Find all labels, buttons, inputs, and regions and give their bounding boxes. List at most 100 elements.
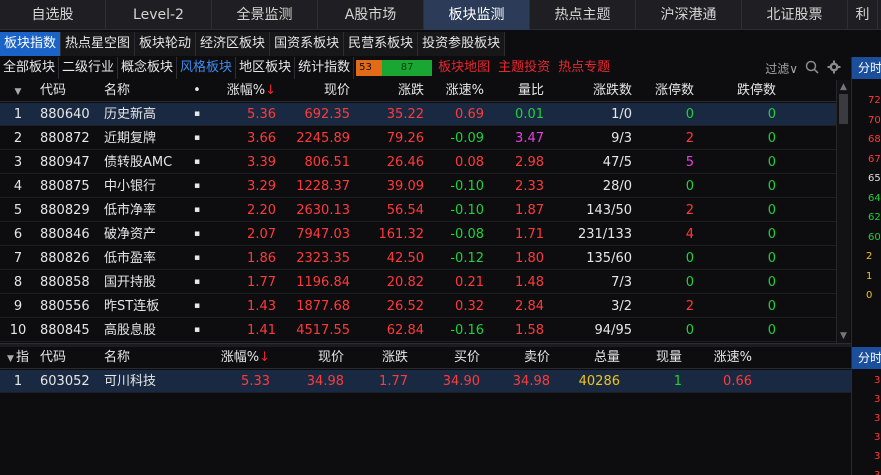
- upper-cell-1: 880556: [40, 299, 90, 314]
- lower-cell-5: 1.77: [379, 374, 408, 389]
- lower-header-7[interactable]: 卖价: [484, 347, 554, 368]
- upper-cell-8: 0.01: [515, 107, 544, 122]
- upper-cell-2: 昨ST连板: [104, 299, 160, 314]
- red-link-1[interactable]: 主题投资: [498, 60, 551, 75]
- scroll-thumb[interactable]: [839, 94, 848, 124]
- upper-cell-8: 1.87: [515, 203, 544, 218]
- filter-5[interactable]: 统计指数: [295, 57, 355, 79]
- upper-cell-9: 7/3: [611, 275, 632, 290]
- lower-header-9[interactable]: 现量: [624, 347, 686, 368]
- top-tab-1[interactable]: Level-2: [106, 0, 212, 30]
- table-row[interactable]: 7 880826 低市盈率 ▪ 1.86 2323.35 42.50 -0.12 1.80 135…: [0, 247, 836, 270]
- upper-scrollbar[interactable]: ▲ ▼: [836, 80, 850, 343]
- sub-tab-6[interactable]: 投资参股板块: [418, 32, 506, 56]
- filter-0[interactable]: 全部板块: [0, 57, 60, 79]
- top-tab-3[interactable]: A股市场: [318, 0, 424, 30]
- red-link-0[interactable]: 板块地图: [438, 60, 491, 75]
- upper-cell-7: -0.10: [450, 179, 484, 194]
- lower-header-5[interactable]: 涨跌: [348, 347, 412, 368]
- lower-header-8[interactable]: 总量: [554, 347, 624, 368]
- search-icon[interactable]: [804, 60, 820, 76]
- sub-tab-2[interactable]: 板块轮动: [135, 32, 197, 56]
- table-row[interactable]: 3 880947 债转股AMC ▪ 3.39 806.51 26.46 0.08 2.98 47/…: [0, 151, 836, 174]
- top-tab-4[interactable]: 板块监测: [424, 0, 530, 30]
- upper-header-3[interactable]: •: [190, 80, 204, 101]
- table-row[interactable]: 8 880858 国开持股 ▪ 1.77 1196.84 20.82 0.21 1.48 7/3 0…: [0, 271, 836, 294]
- upper-cell-6: 20.82: [386, 275, 424, 290]
- table-row[interactable]: 9 880556 昨ST连板 ▪ 1.43 1877.68 26.52 0.32 2.84 3/2…: [0, 295, 836, 318]
- sort-toggle-icon[interactable]: ▼: [7, 354, 14, 364]
- sort-desc-icon: ↓: [259, 350, 270, 365]
- filter-3[interactable]: 风格板块: [177, 57, 237, 79]
- upper-cell-0: 8: [13, 275, 23, 290]
- filter-4[interactable]: 地区板块: [236, 57, 296, 79]
- table-row[interactable]: 2 880872 近期复牌 ▪ 3.66 2245.89 79.26 -0.09 3.47 9/3…: [0, 127, 836, 150]
- upper-header-2[interactable]: 名称: [100, 80, 190, 101]
- top-tab-7[interactable]: 北证股票: [742, 0, 848, 30]
- table-row[interactable]: 6 880846 破净资产 ▪ 2.07 7947.03 161.32 -0.08 1.71 23…: [0, 223, 836, 246]
- upper-cell-5: 4517.55: [296, 323, 350, 338]
- top-tab-0[interactable]: 自选股: [0, 0, 106, 30]
- filter-tools: 过滤∨: [765, 60, 842, 77]
- panel-divider[interactable]: [0, 343, 851, 347]
- filter-1[interactable]: 二级行业: [59, 57, 119, 79]
- top-tab-5[interactable]: 热点主题: [530, 0, 636, 30]
- upper-header-7[interactable]: 涨速%: [428, 80, 488, 101]
- sort-toggle-icon[interactable]: ▼: [14, 87, 22, 97]
- filter-dropdown[interactable]: 过滤∨: [765, 61, 798, 76]
- upper-header-11[interactable]: 跌停数: [698, 80, 780, 101]
- upper-cell-7: -0.10: [450, 203, 484, 218]
- upper-header-10[interactable]: 涨停数: [636, 80, 698, 101]
- sub-tab-5[interactable]: 民营系板块: [344, 32, 419, 56]
- top-tab-2[interactable]: 全景监测: [212, 0, 318, 30]
- row-marker-icon: ▪: [193, 301, 201, 311]
- lower-header-2[interactable]: 名称: [100, 347, 190, 368]
- sub-tab-0[interactable]: 板块指数: [0, 32, 62, 56]
- sub-tab-bar: 板块指数 热点星空图 板块轮动 经济区板块 国资系板块 民营系板块 投资参股板块: [0, 32, 506, 56]
- right-panel-tick-10: 0: [866, 290, 873, 301]
- lower-header-4[interactable]: 现价: [274, 347, 348, 368]
- table-row[interactable]: 4 880875 中小银行 ▪ 3.29 1228.37 39.09 -0.10 2.33 28/…: [0, 175, 836, 198]
- upper-header-4[interactable]: 涨幅%↓: [204, 80, 280, 101]
- top-tab-6[interactable]: 沪深港通: [636, 0, 742, 30]
- right-panel-tab-top[interactable]: 分时: [852, 57, 881, 79]
- upper-cell-1: 880846: [40, 227, 90, 242]
- upper-header-9[interactable]: 涨跌数: [548, 80, 636, 101]
- upper-cell-5: 806.51: [304, 155, 351, 170]
- table-row[interactable]: 5 880829 低市净率 ▪ 2.20 2630.13 56.54 -0.10 1.87 143…: [0, 199, 836, 222]
- table-row[interactable]: 1 880640 历史新高 ▪ 5.36 692.35 35.22 0.69 0.01 1/0 0 0: [0, 103, 836, 126]
- top-tab-8[interactable]: 利: [848, 0, 878, 30]
- upper-cell-8: 1.80: [515, 251, 544, 266]
- upper-header-5[interactable]: 现价: [280, 80, 354, 101]
- upper-header-6[interactable]: 涨跌: [354, 80, 428, 101]
- upper-cell-10: 0: [685, 323, 694, 338]
- upper-cell-7: 0.21: [455, 275, 484, 290]
- upper-cell-6: 26.46: [386, 155, 424, 170]
- filter-2[interactable]: 概念板块: [118, 57, 178, 79]
- table-row[interactable]: 1 603052 可川科技 5.33 34.98 1.77 34.90 34.98 40286 1…: [0, 370, 851, 393]
- scroll-down-icon[interactable]: ▼: [840, 331, 847, 341]
- upper-header-label-9: 涨跌数: [592, 83, 632, 98]
- right-panel-tab-bottom[interactable]: 分时: [852, 347, 881, 369]
- gear-icon[interactable]: [826, 60, 842, 76]
- row-marker-icon: ▪: [193, 157, 201, 167]
- table-row[interactable]: 10 880845 高股息股 ▪ 1.41 4517.55 62.84 -0.16 1.58 94…: [0, 319, 836, 342]
- lower-header-label-7: 卖价: [523, 350, 550, 365]
- upper-header-8[interactable]: 量比: [488, 80, 548, 101]
- red-link-2[interactable]: 热点专题: [558, 60, 611, 75]
- upper-header-1[interactable]: 代码: [36, 80, 100, 101]
- lower-header-10[interactable]: 涨速%: [686, 347, 756, 368]
- upper-cell-0: 9: [13, 299, 23, 314]
- lower-header-3[interactable]: 涨幅%↓: [190, 347, 274, 368]
- advance-count: 53: [356, 60, 383, 76]
- sub-tab-4[interactable]: 国资系板块: [270, 32, 345, 56]
- upper-header-label-4: 涨幅%: [226, 83, 266, 98]
- upper-cell-2: 破净资产: [104, 227, 157, 242]
- lower-header-6[interactable]: 买价: [412, 347, 484, 368]
- scroll-up-icon[interactable]: ▲: [840, 82, 847, 92]
- row-marker-icon: ▪: [193, 229, 201, 239]
- sub-tab-1[interactable]: 热点星空图: [61, 32, 136, 56]
- sub-tab-3[interactable]: 经济区板块: [196, 32, 271, 56]
- lower-header-0[interactable]: ▼ 指: [0, 347, 36, 368]
- lower-header-1[interactable]: 代码: [36, 347, 100, 368]
